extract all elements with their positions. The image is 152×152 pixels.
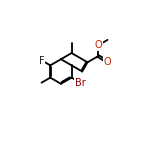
Text: O: O (104, 57, 111, 67)
Text: Br: Br (75, 78, 86, 88)
Text: F: F (39, 55, 45, 66)
Text: O: O (94, 40, 102, 50)
